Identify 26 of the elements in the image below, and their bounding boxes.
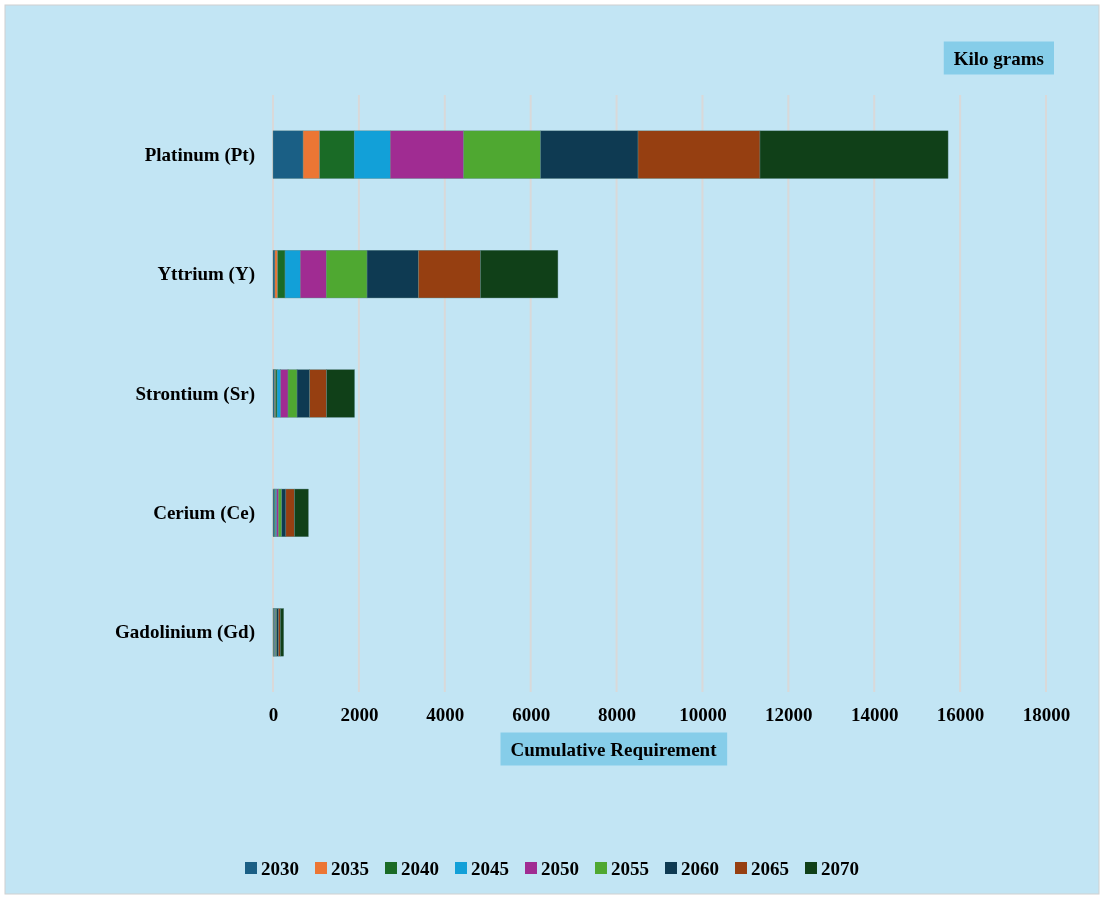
x-tick-label: 18000 <box>1022 704 1071 726</box>
y-tick-label: Strontium (Sr) <box>135 382 255 405</box>
legend-label: 2060 <box>681 857 719 879</box>
x-tick-label: 0 <box>268 704 279 726</box>
y-tick-label: Cerium (Ce) <box>153 501 255 524</box>
legend-label: 2035 <box>331 857 369 879</box>
legend-label: 2070 <box>821 857 859 879</box>
legend-label: 2055 <box>611 857 649 879</box>
y-tick-label: Yttrium (Y) <box>157 263 255 286</box>
legend-label: 2050 <box>541 857 579 879</box>
legend-label: 2065 <box>751 857 789 879</box>
legend-label: 2040 <box>401 857 439 879</box>
y-tick-label: Gadolinium (Gd) <box>115 621 255 644</box>
x-tick-label: 6000 <box>512 704 551 726</box>
x-tick-label: 12000 <box>765 704 813 726</box>
legend-label: 2045 <box>471 857 509 879</box>
x-tick-label: 16000 <box>936 704 985 726</box>
y-tick-label: Platinum (Pt) <box>144 143 255 166</box>
legend-label: 2030 <box>261 857 299 879</box>
text: Kilo grams <box>953 47 1044 69</box>
x-tick-label: 14000 <box>850 704 899 726</box>
x-tick-label: 2000 <box>340 704 379 726</box>
x-tick-label: 8000 <box>598 704 637 726</box>
x-axis-title: Cumulative Requirement <box>510 738 718 760</box>
x-tick-label: 10000 <box>679 704 727 726</box>
x-tick-label: 4000 <box>426 704 465 726</box>
